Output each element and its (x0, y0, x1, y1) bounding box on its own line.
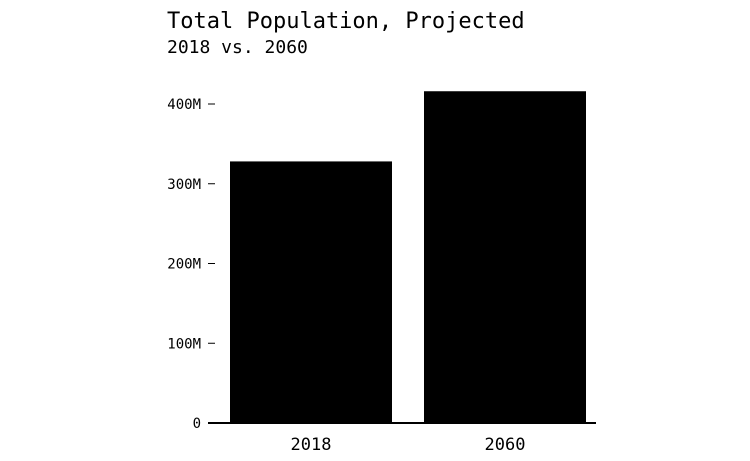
bar-2018 (230, 161, 392, 424)
bars (230, 91, 586, 424)
y-tick-label: 400M (167, 97, 201, 113)
y-axis: 0 100M 200M 300M 400M (167, 97, 215, 432)
chart-subtitle: 2018 vs. 2060 (167, 37, 308, 58)
x-axis: 2018 2060 (291, 435, 526, 455)
x-tick-label: 2018 (291, 435, 332, 455)
y-tick-label: 200M (167, 257, 201, 273)
y-tick-label: 100M (167, 336, 201, 352)
chart-title: Total Population, Projected (167, 9, 525, 34)
x-tick-label: 2060 (485, 435, 526, 455)
y-tick-label: 0 (193, 416, 201, 432)
y-tick-label: 300M (167, 177, 201, 193)
bar-2060 (424, 91, 586, 424)
